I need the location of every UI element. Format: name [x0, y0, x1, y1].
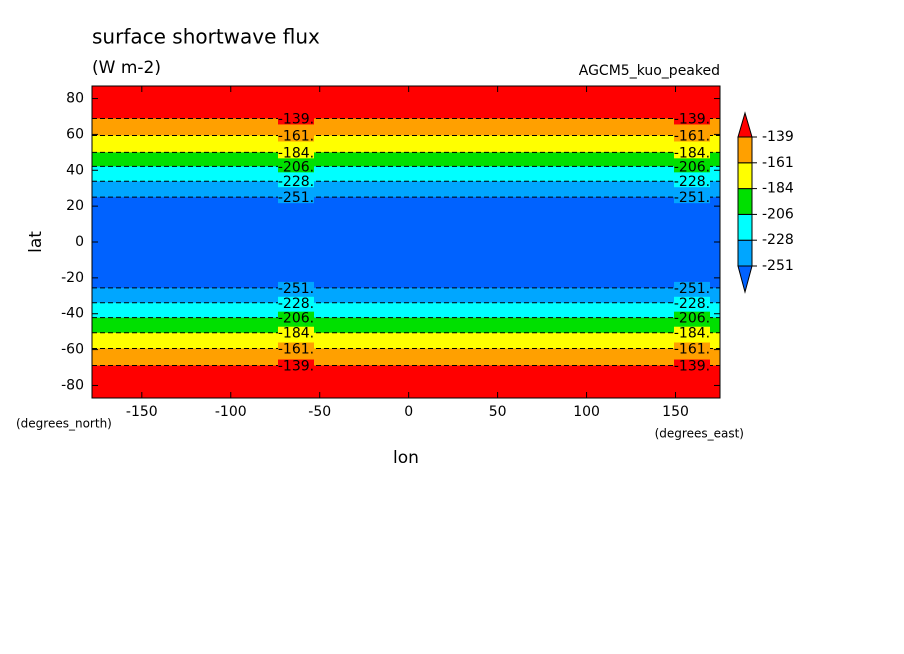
contour-label: -251. — [674, 190, 710, 206]
chart-subtitle: (W m-2) — [92, 58, 161, 78]
contour-label-bg — [278, 281, 314, 294]
contour-label-bg — [674, 359, 710, 372]
colorbar-label: -206 — [762, 206, 794, 222]
colorbar-label: -251 — [762, 258, 794, 274]
contour-label: -161. — [278, 342, 314, 358]
y-tick-label: -60 — [61, 342, 84, 358]
contour-label: -161. — [278, 128, 314, 144]
colorbar-box — [737, 213, 753, 241]
contour-label-bg — [674, 146, 710, 159]
contour-label: -206. — [674, 159, 710, 175]
contour-label: -184. — [674, 145, 710, 161]
contour-label-bg — [278, 129, 314, 142]
x-tick-label: 100 — [573, 404, 600, 420]
contour-band — [92, 197, 720, 288]
contour-label: -139. — [278, 359, 314, 375]
contour-label: -251. — [674, 281, 710, 297]
contour-label-bg — [278, 311, 314, 324]
contour-label: -228. — [278, 174, 314, 190]
y-tick-label: 40 — [66, 162, 84, 178]
x-tick-label: -100 — [215, 404, 247, 420]
contour-label-bg — [278, 191, 314, 204]
colorbar-label: -139 — [762, 129, 794, 145]
contour-label-bg — [278, 146, 314, 159]
contour-label-bg — [278, 326, 314, 339]
y-axis-label: lat — [26, 231, 46, 253]
contour-label-bg — [674, 112, 710, 125]
y-tick-label: 60 — [66, 126, 84, 142]
colorbar-cap — [737, 265, 753, 294]
contour-label: -206. — [278, 311, 314, 327]
colorbar-label: -184 — [762, 181, 794, 197]
contour-label-bg — [674, 281, 710, 294]
contour-label-bg — [278, 160, 314, 173]
colorbar-box — [737, 136, 753, 164]
y-tick-label: 20 — [66, 198, 84, 214]
x-tick-label: 50 — [489, 404, 507, 420]
y-tick-label: -20 — [61, 270, 84, 286]
contour-label-bg — [278, 296, 314, 309]
contour-label-bg — [278, 359, 314, 372]
contour-label-bg — [674, 296, 710, 309]
x-units: (degrees_east) — [655, 427, 744, 441]
contour-label: -228. — [278, 296, 314, 312]
x-tick-label: 0 — [404, 404, 413, 420]
contour-label: -184. — [278, 145, 314, 161]
contour-label-bg — [674, 311, 710, 324]
colorbar-box — [737, 239, 753, 267]
contour-label: -184. — [278, 326, 314, 342]
contour-label-bg — [278, 112, 314, 125]
y-tick-label: -40 — [61, 306, 84, 322]
contour-label: -206. — [278, 159, 314, 175]
contour-label-bg — [674, 175, 710, 188]
contour-label-bg — [674, 342, 710, 355]
contour-label-bg — [674, 191, 710, 204]
contour-label-bg — [278, 175, 314, 188]
contour-label-bg — [278, 342, 314, 355]
contour-label: -228. — [674, 296, 710, 312]
x-tick-label: 150 — [662, 404, 689, 420]
contour-label: -228. — [674, 174, 710, 190]
colorbar-label: -228 — [762, 232, 794, 248]
contour-label-bg — [674, 129, 710, 142]
x-tick-label: -50 — [308, 404, 331, 420]
x-tick-label: -150 — [126, 404, 158, 420]
y-units: (degrees_north) — [16, 417, 112, 431]
y-tick-label: -80 — [61, 377, 84, 393]
contour-label: -161. — [674, 128, 710, 144]
contour-label-bg — [674, 160, 710, 173]
contour-label-bg — [674, 326, 710, 339]
contour-label: -206. — [674, 311, 710, 327]
x-axis-label: lon — [393, 448, 419, 468]
y-tick-label: 80 — [66, 91, 84, 107]
chart-title: surface shortwave flux — [92, 25, 320, 49]
contour-label: -161. — [674, 342, 710, 358]
contour-label: -139. — [278, 111, 314, 127]
contour-label: -184. — [674, 326, 710, 342]
contour-label: -139. — [674, 111, 710, 127]
y-tick-label: 0 — [75, 234, 84, 250]
contour-label: -139. — [674, 359, 710, 375]
colorbar-box — [737, 188, 753, 215]
colorbar-box — [737, 162, 753, 190]
contour-label: -251. — [278, 281, 314, 297]
colorbar-label: -161 — [762, 155, 794, 171]
dataset-label: AGCM5_kuo_peaked — [579, 63, 720, 79]
contour-label: -251. — [278, 190, 314, 206]
